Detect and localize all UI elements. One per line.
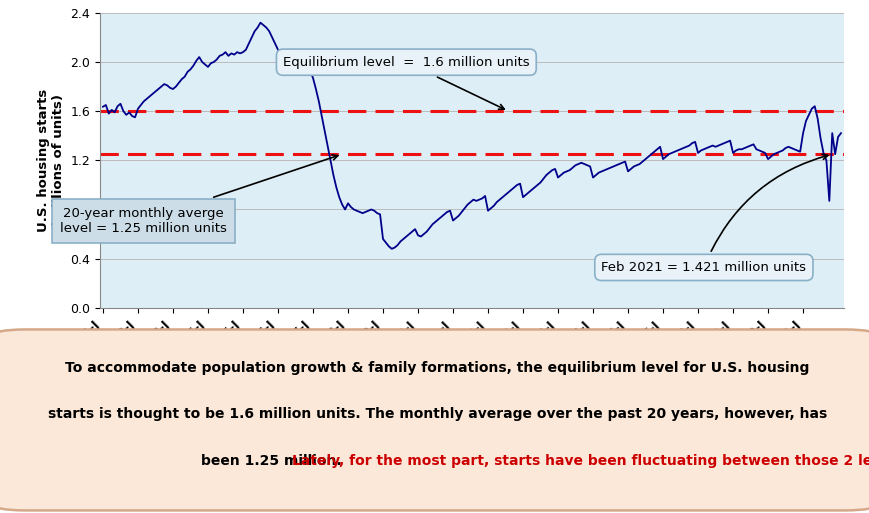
- X-axis label: Year and month: Year and month: [406, 356, 537, 371]
- Text: Lately, for the most part, starts have been fluctuating between those 2 levels.: Lately, for the most part, starts have b…: [292, 453, 869, 467]
- Text: Feb 2021 = 1.421 million units: Feb 2021 = 1.421 million units: [600, 154, 826, 274]
- Text: Equilibrium level  =  1.6 million units: Equilibrium level = 1.6 million units: [282, 56, 529, 109]
- Text: starts is thought to be 1.6 million units. The monthly average over the past 20 : starts is thought to be 1.6 million unit…: [48, 407, 826, 421]
- Text: To accommodate population growth & family formations, the equilibrium level for : To accommodate population growth & famil…: [65, 361, 808, 375]
- Text: been 1.25 million.: been 1.25 million.: [201, 453, 346, 467]
- Y-axis label: U.S. housing starts
(millions of units): U.S. housing starts (millions of units): [36, 89, 64, 232]
- Text: 20-year monthly averge
level = 1.25 million units: 20-year monthly averge level = 1.25 mill…: [60, 155, 337, 234]
- FancyBboxPatch shape: [0, 329, 869, 510]
